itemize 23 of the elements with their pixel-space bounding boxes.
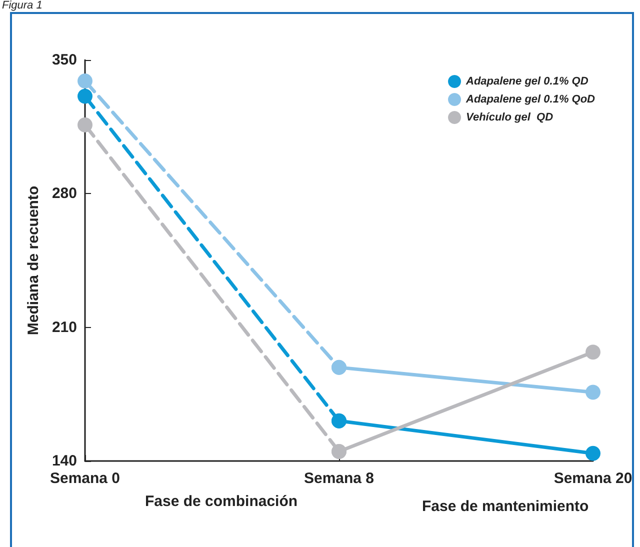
x-tick-label: Semana 0 bbox=[50, 470, 120, 487]
x-tick-label: Semana 8 bbox=[304, 470, 374, 487]
point bbox=[586, 446, 600, 461]
y-tick-label: 140 bbox=[52, 452, 77, 470]
text: Fase de mantenimiento bbox=[422, 498, 589, 515]
legend-label: Vehículo gel QD bbox=[466, 112, 554, 124]
point bbox=[586, 384, 600, 400]
point bbox=[332, 413, 346, 428]
point bbox=[332, 360, 346, 375]
point bbox=[586, 344, 600, 360]
text: Fase de combinación bbox=[145, 493, 298, 510]
point bbox=[78, 88, 92, 104]
legend-label: Adapalene gel 0.1% QoD bbox=[465, 94, 596, 106]
point bbox=[78, 117, 92, 132]
point bbox=[332, 444, 346, 459]
x-tick-label: Semana 20 bbox=[554, 470, 632, 487]
y-tick-label: 210 bbox=[52, 318, 77, 336]
y-axis-title: Mediana de recuento bbox=[25, 186, 42, 336]
point bbox=[78, 74, 92, 88]
y-tick-label: 350 bbox=[52, 52, 77, 68]
text: Figura 1 bbox=[2, 0, 42, 12]
legend-label: Adapalene gel 0.1% QD bbox=[465, 76, 588, 88]
y-tick-label: 280 bbox=[52, 185, 77, 202]
